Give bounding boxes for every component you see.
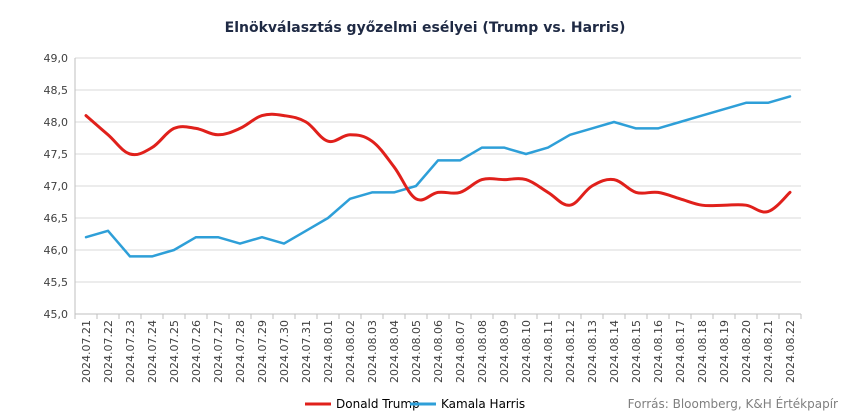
x-tick-label: 2024.08.19 [718, 320, 731, 383]
x-tick-label: 2024.08.18 [696, 320, 709, 383]
y-tick-label: 47,0 [44, 180, 69, 193]
y-tick-label: 47,5 [44, 148, 69, 161]
x-tick-label: 2024.08.20 [740, 320, 753, 383]
x-tick-label: 2024.07.26 [190, 320, 203, 383]
x-tick-label: 2024.07.24 [146, 320, 159, 383]
x-tick-label: 2024.08.21 [762, 320, 775, 383]
x-tick-label: 2024.08.03 [366, 320, 379, 383]
y-tick-label: 49,0 [44, 52, 69, 65]
x-tick-label: 2024.08.12 [564, 320, 577, 383]
x-tick-label: 2024.08.05 [410, 320, 423, 383]
x-tick-label: 2024.07.25 [168, 320, 181, 383]
x-tick-label: 2024.07.29 [256, 320, 269, 383]
x-tick-label: 2024.08.16 [652, 320, 665, 383]
x-tick-label: 2024.08.11 [542, 320, 555, 383]
x-tick-label: 2024.08.17 [674, 320, 687, 383]
x-tick-label: 2024.08.10 [520, 320, 533, 383]
x-tick-label: 2024.08.06 [432, 320, 445, 383]
x-tick-label: 2024.08.15 [630, 320, 643, 383]
y-tick-label: 46,0 [44, 244, 69, 257]
x-tick-label: 2024.08.13 [586, 320, 599, 383]
y-tick-label: 45,0 [44, 308, 69, 321]
y-tick-label: 48,5 [44, 84, 69, 97]
legend-label: Donald Trump [336, 397, 420, 411]
x-tick-label: 2024.07.22 [102, 320, 115, 383]
y-tick-label: 46,5 [44, 212, 69, 225]
x-tick-label: 2024.08.08 [476, 320, 489, 383]
x-tick-label: 2024.08.04 [388, 320, 401, 383]
x-tick-label: 2024.08.14 [608, 320, 621, 383]
x-tick-label: 2024.07.30 [278, 320, 291, 383]
y-tick-label: 45,5 [44, 276, 69, 289]
x-tick-label: 2024.07.21 [80, 320, 93, 383]
x-tick-label: 2024.07.28 [234, 320, 247, 383]
x-tick-label: 2024.08.22 [784, 320, 797, 383]
x-tick-label: 2024.07.31 [300, 320, 313, 383]
series-line-donald-trump [84, 112, 792, 214]
legend-label: Kamala Harris [441, 397, 525, 411]
x-tick-label: 2024.07.23 [124, 320, 137, 383]
x-tick-label: 2024.08.02 [344, 320, 357, 383]
x-tick-label: 2024.08.01 [322, 320, 335, 383]
x-tick-label: 2024.08.09 [498, 320, 511, 383]
x-tick-label: 2024.08.07 [454, 320, 467, 383]
chart-title: Elnökválasztás győzelmi esélyei (Trump v… [224, 20, 626, 36]
x-tick-label: 2024.07.27 [212, 320, 225, 383]
series-line-kamala-harris [84, 95, 792, 258]
y-tick-label: 48,0 [44, 116, 69, 129]
source-note: Forrás: Bloomberg, K&H Értékpapír [627, 397, 838, 411]
